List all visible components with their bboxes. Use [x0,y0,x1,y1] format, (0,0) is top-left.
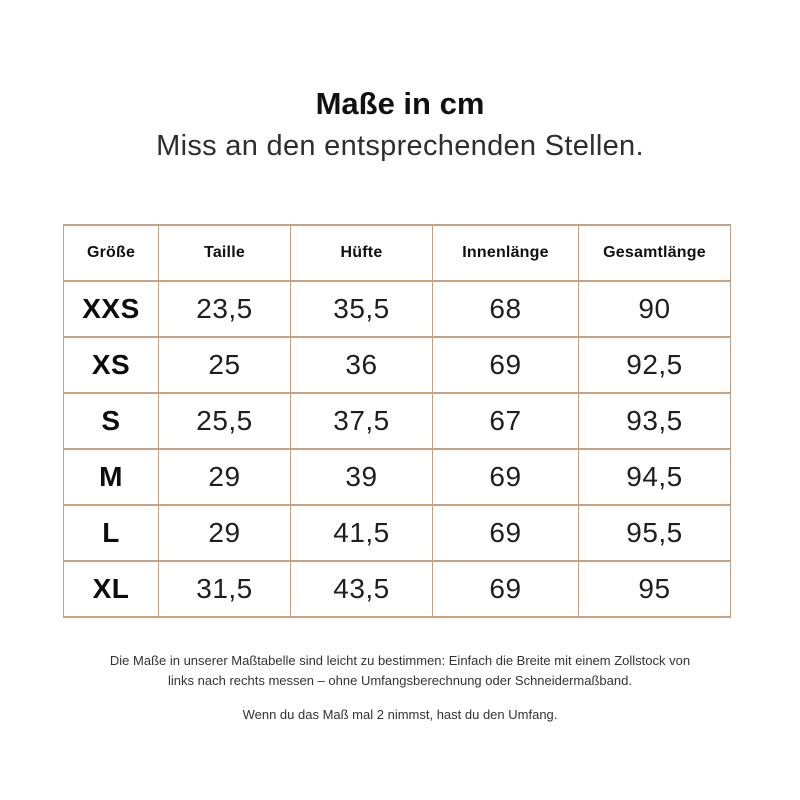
taille-value: 25,5 [158,392,291,451]
page-header: Maße in cm Miss an den entsprechenden St… [0,0,800,163]
innenlaenge-value: 69 [432,504,579,563]
table-row-xxs: XXS 23,5 35,5 68 90 [63,280,731,339]
taille-value: 31,5 [158,560,291,619]
size-label: XXS [63,280,159,339]
circumference-note: Wenn du das Maß mal 2 nimmst, hast du de… [242,707,558,723]
size-label: M [63,448,159,507]
size-label: XS [63,336,159,395]
innenlaenge-value: 69 [432,336,579,395]
innenlaenge-value: 69 [432,560,579,619]
column-header-taille: Taille [158,224,291,283]
measurement-note: Die Maße in unserer Maßtabelle sind leic… [109,653,691,688]
size-label: XL [63,560,159,619]
taille-value: 23,5 [158,280,291,339]
huefte-value: 43,5 [290,560,433,619]
gesamtlaenge-value: 94,5 [578,448,731,507]
huefte-value: 39 [290,448,433,507]
gesamtlaenge-value: 92,5 [578,336,731,395]
page-subtitle: Miss an den entsprechenden Stellen. [156,130,644,162]
table-row-m: M 29 39 69 94,5 [63,448,731,507]
huefte-value: 36 [290,336,433,395]
taille-value: 29 [158,504,291,563]
table-row-xs: XS 25 36 69 92,5 [63,336,731,395]
column-header-innenlaenge: Innenlänge [432,224,579,283]
huefte-value: 41,5 [290,504,433,563]
footer-notes: Die Maße in unserer Maßtabelle sind leic… [0,651,800,725]
innenlaenge-value: 67 [432,392,579,451]
size-label: S [63,392,159,451]
huefte-value: 35,5 [290,280,433,339]
taille-value: 29 [158,448,291,507]
gesamtlaenge-value: 95,5 [578,504,731,563]
size-label: L [63,504,159,563]
taille-value: 25 [158,336,291,395]
page-title: Maße in cm [315,86,485,121]
table-row-xl: XL 31,5 43,5 69 95 [63,560,731,619]
innenlaenge-value: 69 [432,448,579,507]
table-row-s: S 25,5 37,5 67 93,5 [63,392,731,451]
table-row-l: L 29 41,5 69 95,5 [63,504,731,563]
table-header-row: Größe Taille Hüfte Innenlänge Gesamtläng… [63,224,731,283]
column-header-groesse: Größe [63,224,159,283]
gesamtlaenge-value: 95 [578,560,731,619]
column-header-huefte: Hüfte [290,224,433,283]
size-table: Größe Taille Hüfte Innenlänge Gesamtläng… [63,224,731,619]
gesamtlaenge-value: 90 [578,280,731,339]
gesamtlaenge-value: 93,5 [578,392,731,451]
huefte-value: 37,5 [290,392,433,451]
innenlaenge-value: 68 [432,280,579,339]
column-header-gesamtlaenge: Gesamtlänge [578,224,731,283]
